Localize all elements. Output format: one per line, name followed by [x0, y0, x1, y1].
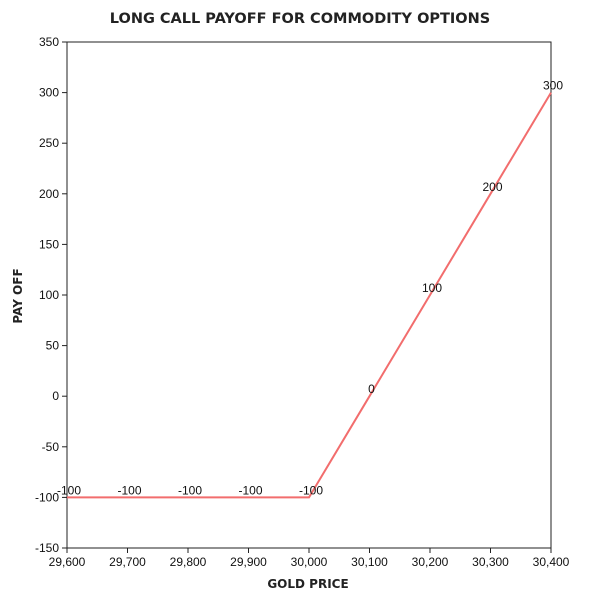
x-axis-title: GOLD PRICE — [267, 577, 348, 591]
x-tick-label: 29,800 — [170, 555, 207, 569]
data-label: 100 — [422, 281, 442, 295]
x-axis-ticks: 29,600 29,700 29,800 29,900 30,000 30,100 30,2… — [49, 548, 570, 569]
data-label: -100 — [117, 483, 141, 497]
series-layer — [66, 92, 552, 499]
y-tick-label: -100 — [35, 490, 59, 504]
data-label: 300 — [543, 79, 563, 93]
data-label: 0 — [368, 382, 375, 396]
x-tick-label: 29,900 — [230, 555, 267, 569]
x-tick-label: 30,100 — [351, 555, 388, 569]
x-tick-label: 30,400 — [533, 555, 570, 569]
y-tick-label: 250 — [39, 136, 59, 150]
y-tick-label: 300 — [39, 86, 59, 100]
y-tick-label: 200 — [39, 187, 59, 201]
y-axis-ticks: -150 -100 -50 0 50 100 150 200 250 300 350 — [35, 35, 67, 555]
data-label: 200 — [482, 180, 502, 194]
data-label: -100 — [238, 483, 262, 497]
y-tick-label: -50 — [42, 440, 60, 454]
data-label: -100 — [299, 483, 323, 497]
data-label: -100 — [57, 483, 81, 497]
data-label: -100 — [178, 483, 202, 497]
payoff-series-line — [67, 92, 552, 499]
y-tick-label: 350 — [39, 35, 59, 49]
data-labels: -100 -100 -100 -100 -100 0 100 200 300 — [57, 79, 563, 498]
plot-border — [66, 41, 552, 549]
y-tick-label: 0 — [52, 389, 59, 403]
plot-area — [66, 41, 552, 549]
y-tick-label: 150 — [39, 237, 59, 251]
y-tick-label: -150 — [35, 541, 59, 555]
x-tick-label: 30,200 — [412, 555, 449, 569]
x-tick-label: 30,300 — [472, 555, 509, 569]
x-tick-label: 30,000 — [291, 555, 328, 569]
y-axis-title: PAY OFF — [11, 268, 25, 323]
x-tick-label: 29,700 — [109, 555, 146, 569]
x-tick-label: 29,600 — [49, 555, 86, 569]
y-tick-label: 50 — [46, 339, 60, 353]
y-tick-label: 100 — [39, 288, 59, 302]
chart-title: LONG CALL PAYOFF FOR COMMODITY OPTIONS — [110, 11, 490, 27]
